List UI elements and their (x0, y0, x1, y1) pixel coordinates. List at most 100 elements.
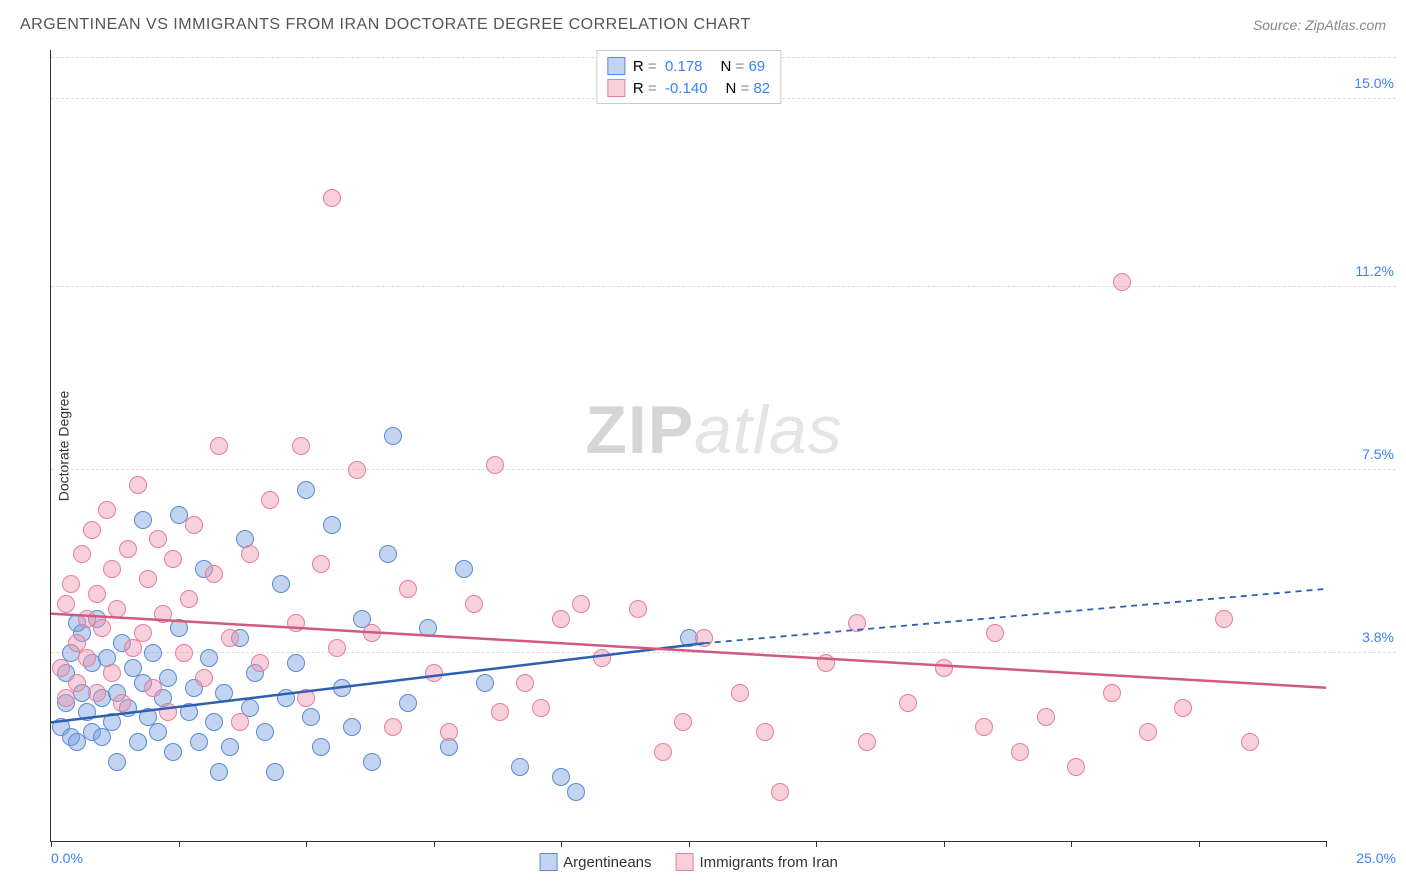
chart-title: ARGENTINEAN VS IMMIGRANTS FROM IRAN DOCT… (20, 16, 751, 34)
data-point-argentineans (103, 713, 121, 731)
data-point-argentineans (221, 738, 239, 756)
watermark: ZIPatlas (585, 391, 842, 469)
data-point-iran (858, 733, 876, 751)
data-point-iran (384, 718, 402, 736)
x-tick-label: 25.0% (1356, 850, 1396, 866)
data-point-iran (1011, 743, 1029, 761)
y-tick-label: 3.8% (1362, 629, 1394, 645)
data-point-iran (629, 600, 647, 618)
data-point-iran (261, 491, 279, 509)
data-point-iran (180, 590, 198, 608)
data-point-iran (159, 703, 177, 721)
data-point-argentineans (287, 654, 305, 672)
data-point-iran (154, 605, 172, 623)
x-tick (561, 841, 562, 847)
data-point-iran (1113, 273, 1131, 291)
x-tick (944, 841, 945, 847)
data-point-iran (62, 575, 80, 593)
data-point-iran (195, 669, 213, 687)
data-point-iran (231, 713, 249, 731)
data-point-iran (93, 619, 111, 637)
data-point-iran (251, 654, 269, 672)
data-point-iran (221, 629, 239, 647)
data-point-argentineans (190, 733, 208, 751)
data-point-iran (363, 624, 381, 642)
data-point-argentineans (399, 694, 417, 712)
data-point-iran (210, 437, 228, 455)
gridline (51, 469, 1396, 470)
data-point-iran (88, 684, 106, 702)
data-point-iran (175, 644, 193, 662)
data-point-iran (1215, 610, 1233, 628)
data-point-iran (241, 545, 259, 563)
data-point-iran (731, 684, 749, 702)
data-point-argentineans (312, 738, 330, 756)
data-point-iran (83, 521, 101, 539)
data-point-iran (149, 530, 167, 548)
series-legend: Argentineans Immigrants from Iran (539, 853, 838, 871)
data-point-iran (144, 679, 162, 697)
data-point-iran (164, 550, 182, 568)
data-point-argentineans (323, 516, 341, 534)
data-point-iran (491, 703, 509, 721)
data-point-iran (103, 664, 121, 682)
data-point-iran (139, 570, 157, 588)
legend-bottom-item-iran: Immigrants from Iran (676, 853, 838, 871)
data-point-iran (348, 461, 366, 479)
gridline (51, 652, 1396, 653)
data-point-argentineans (134, 511, 152, 529)
data-point-iran (975, 718, 993, 736)
data-point-iran (848, 614, 866, 632)
y-tick-label: 11.2% (1355, 263, 1394, 279)
data-point-iran (98, 501, 116, 519)
x-tick (1326, 841, 1327, 847)
gridline (51, 286, 1396, 287)
data-point-argentineans (476, 674, 494, 692)
x-tick (434, 841, 435, 847)
data-point-iran (1067, 758, 1085, 776)
data-point-argentineans (215, 684, 233, 702)
data-point-argentineans (159, 669, 177, 687)
data-point-iran (654, 743, 672, 761)
data-point-iran (1103, 684, 1121, 702)
data-point-argentineans (144, 644, 162, 662)
x-tick (689, 841, 690, 847)
data-point-argentineans (379, 545, 397, 563)
legend-top-row-argentineans: R = 0.178N = 69 (607, 55, 770, 77)
data-point-argentineans (455, 560, 473, 578)
data-point-iran (103, 560, 121, 578)
data-point-iran (1139, 723, 1157, 741)
data-point-argentineans (108, 753, 126, 771)
data-point-argentineans (552, 768, 570, 786)
data-point-iran (119, 540, 137, 558)
data-point-iran (1174, 699, 1192, 717)
data-point-iran (78, 649, 96, 667)
plot-area: ZIPatlas R = 0.178N = 69R = -0.140N = 82… (50, 50, 1326, 842)
data-point-argentineans (272, 575, 290, 593)
data-point-argentineans (200, 649, 218, 667)
data-point-iran (1241, 733, 1259, 751)
data-point-argentineans (210, 763, 228, 781)
data-point-argentineans (149, 723, 167, 741)
data-point-argentineans (266, 763, 284, 781)
data-point-iran (572, 595, 590, 613)
data-point-iran (52, 659, 70, 677)
data-point-argentineans (333, 679, 351, 697)
data-point-argentineans (205, 713, 223, 731)
data-point-iran (323, 189, 341, 207)
data-point-argentineans (78, 703, 96, 721)
data-point-iran (205, 565, 223, 583)
data-point-argentineans (129, 733, 147, 751)
data-point-iran (465, 595, 483, 613)
data-point-iran (440, 723, 458, 741)
data-point-iran (108, 600, 126, 618)
x-tick (179, 841, 180, 847)
data-point-argentineans (277, 689, 295, 707)
data-point-iran (532, 699, 550, 717)
data-point-argentineans (256, 723, 274, 741)
data-point-argentineans (170, 619, 188, 637)
legend-bottom-item-argentineans: Argentineans (539, 853, 651, 871)
y-tick-label: 15.0% (1354, 75, 1394, 91)
data-point-iran (399, 580, 417, 598)
data-point-iran (899, 694, 917, 712)
